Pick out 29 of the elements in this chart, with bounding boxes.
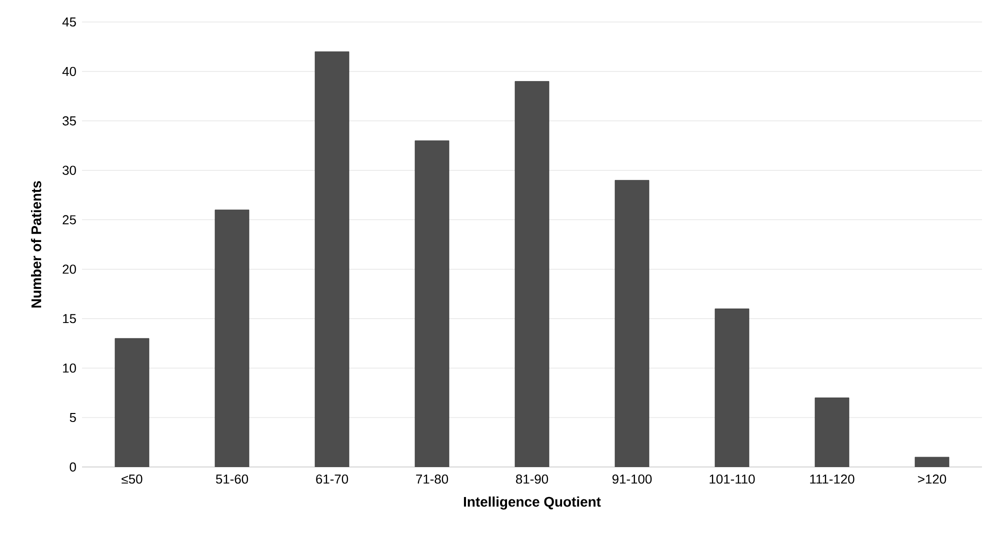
bar bbox=[714, 308, 750, 467]
y-tick-label: 25 bbox=[62, 215, 76, 224]
bar bbox=[514, 81, 550, 467]
x-tick-label: 111-120 bbox=[810, 474, 854, 484]
y-tick-label: 35 bbox=[62, 116, 76, 126]
x-tick-label: 101-110 bbox=[710, 474, 755, 484]
y-tick-label: 40 bbox=[62, 66, 76, 76]
bar bbox=[114, 338, 150, 467]
bar bbox=[814, 398, 850, 467]
y-tick-label: 10 bbox=[63, 364, 76, 373]
x-tick-label: >120 bbox=[918, 474, 946, 484]
y-tick-label: 15 bbox=[63, 314, 76, 324]
x-tick-label: 61-70 bbox=[316, 474, 348, 484]
y-tick-label: 5 bbox=[70, 413, 76, 422]
y-tick-label: 0 bbox=[70, 462, 76, 472]
y-tick-label: 30 bbox=[62, 166, 76, 175]
x-tick-label: 81-90 bbox=[516, 474, 548, 484]
y-tick-label: 20 bbox=[62, 264, 76, 274]
x-tick-label: 71-80 bbox=[416, 474, 448, 484]
y-axis-title: Number of Patients bbox=[30, 181, 42, 308]
bar bbox=[314, 51, 350, 467]
bar bbox=[614, 180, 650, 467]
x-tick-label: 51-60 bbox=[216, 474, 248, 484]
x-axis-title: Intelligence Quotient bbox=[464, 496, 601, 510]
x-tick-label: 91-100 bbox=[612, 474, 652, 484]
y-tick-label: 45 bbox=[62, 17, 76, 27]
x-tick-label: ≤50 bbox=[122, 474, 142, 484]
bar bbox=[214, 210, 250, 467]
bar bbox=[414, 140, 450, 467]
